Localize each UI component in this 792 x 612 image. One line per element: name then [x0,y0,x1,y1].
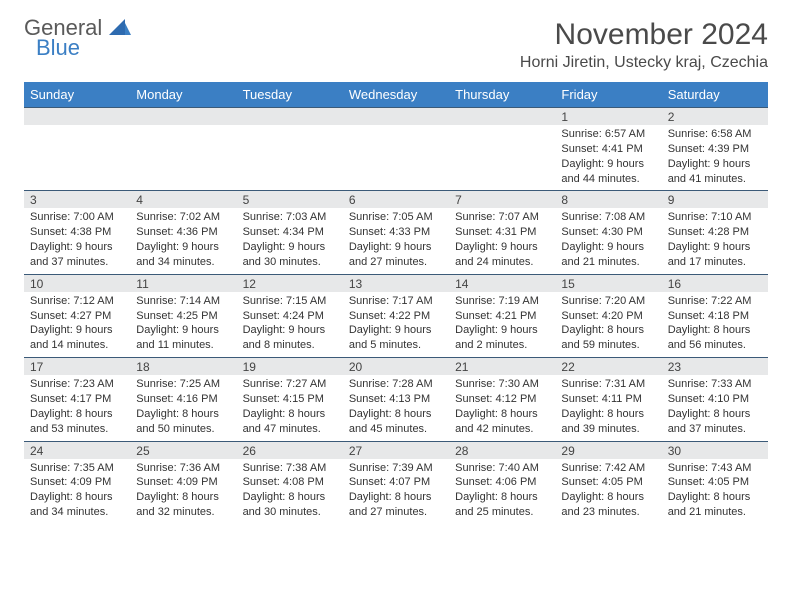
weekday-header: Sunday [24,82,130,108]
info-cell: Sunrise: 7:33 AMSunset: 4:10 PMDaylight:… [662,375,768,441]
info-cell: Sunrise: 7:22 AMSunset: 4:18 PMDaylight:… [662,292,768,358]
date-cell: 17 [24,358,130,376]
date-cell [130,108,236,126]
logo-word-blue: Blue [36,35,80,60]
info-cell: Sunrise: 7:10 AMSunset: 4:28 PMDaylight:… [662,208,768,274]
info-cell: Sunrise: 7:05 AMSunset: 4:33 PMDaylight:… [343,208,449,274]
title-block: November 2024 Horni Jiretin, Ustecky kra… [520,18,768,72]
date-cell: 19 [237,358,343,376]
date-cell: 15 [555,274,661,292]
date-cell: 27 [343,441,449,459]
info-row: Sunrise: 6:57 AMSunset: 4:41 PMDaylight:… [24,125,768,191]
info-cell: Sunrise: 7:19 AMSunset: 4:21 PMDaylight:… [449,292,555,358]
info-cell [343,125,449,191]
info-cell: Sunrise: 7:15 AMSunset: 4:24 PMDaylight:… [237,292,343,358]
triangle-icon [109,19,131,35]
info-cell [130,125,236,191]
info-cell: Sunrise: 7:08 AMSunset: 4:30 PMDaylight:… [555,208,661,274]
weekday-header: Friday [555,82,661,108]
info-cell: Sunrise: 7:02 AMSunset: 4:36 PMDaylight:… [130,208,236,274]
info-cell: Sunrise: 7:00 AMSunset: 4:38 PMDaylight:… [24,208,130,274]
date-row: 24252627282930 [24,441,768,459]
info-cell: Sunrise: 7:38 AMSunset: 4:08 PMDaylight:… [237,459,343,524]
date-cell: 25 [130,441,236,459]
weekday-header: Tuesday [237,82,343,108]
date-cell: 12 [237,274,343,292]
info-cell: Sunrise: 7:14 AMSunset: 4:25 PMDaylight:… [130,292,236,358]
info-cell: Sunrise: 7:25 AMSunset: 4:16 PMDaylight:… [130,375,236,441]
info-cell: Sunrise: 7:39 AMSunset: 4:07 PMDaylight:… [343,459,449,524]
date-cell: 1 [555,108,661,126]
date-cell: 4 [130,191,236,209]
date-cell: 24 [24,441,130,459]
info-cell: Sunrise: 7:17 AMSunset: 4:22 PMDaylight:… [343,292,449,358]
info-cell: Sunrise: 7:43 AMSunset: 4:05 PMDaylight:… [662,459,768,524]
logo-text: General Blue [24,18,131,59]
info-row: Sunrise: 7:00 AMSunset: 4:38 PMDaylight:… [24,208,768,274]
date-cell [343,108,449,126]
weekday-header-row: Sunday Monday Tuesday Wednesday Thursday… [24,82,768,108]
date-cell: 18 [130,358,236,376]
logo: General Blue [24,18,131,59]
info-cell: Sunrise: 7:23 AMSunset: 4:17 PMDaylight:… [24,375,130,441]
date-cell: 21 [449,358,555,376]
date-cell: 5 [237,191,343,209]
info-cell: Sunrise: 7:40 AMSunset: 4:06 PMDaylight:… [449,459,555,524]
date-cell: 10 [24,274,130,292]
info-cell: Sunrise: 7:42 AMSunset: 4:05 PMDaylight:… [555,459,661,524]
info-cell: Sunrise: 7:03 AMSunset: 4:34 PMDaylight:… [237,208,343,274]
weekday-header: Wednesday [343,82,449,108]
header: General Blue November 2024 Horni Jiretin… [24,18,768,72]
date-cell: 11 [130,274,236,292]
date-cell: 29 [555,441,661,459]
date-cell: 23 [662,358,768,376]
date-cell: 3 [24,191,130,209]
date-row: 17181920212223 [24,358,768,376]
info-cell [449,125,555,191]
date-cell: 2 [662,108,768,126]
info-cell: Sunrise: 7:12 AMSunset: 4:27 PMDaylight:… [24,292,130,358]
date-cell: 14 [449,274,555,292]
date-cell: 7 [449,191,555,209]
location-label: Horni Jiretin, Ustecky kraj, Czechia [520,54,768,72]
info-row: Sunrise: 7:35 AMSunset: 4:09 PMDaylight:… [24,459,768,524]
date-row: 12 [24,108,768,126]
page-title: November 2024 [520,18,768,52]
info-cell: Sunrise: 7:31 AMSunset: 4:11 PMDaylight:… [555,375,661,441]
date-cell: 20 [343,358,449,376]
info-row: Sunrise: 7:23 AMSunset: 4:17 PMDaylight:… [24,375,768,441]
date-row: 3456789 [24,191,768,209]
info-cell: Sunrise: 7:30 AMSunset: 4:12 PMDaylight:… [449,375,555,441]
info-cell: Sunrise: 7:35 AMSunset: 4:09 PMDaylight:… [24,459,130,524]
date-cell [24,108,130,126]
info-cell: Sunrise: 6:57 AMSunset: 4:41 PMDaylight:… [555,125,661,191]
date-cell: 6 [343,191,449,209]
date-cell: 26 [237,441,343,459]
weekday-header: Monday [130,82,236,108]
info-row: Sunrise: 7:12 AMSunset: 4:27 PMDaylight:… [24,292,768,358]
weekday-header: Thursday [449,82,555,108]
date-cell: 30 [662,441,768,459]
info-cell: Sunrise: 7:36 AMSunset: 4:09 PMDaylight:… [130,459,236,524]
info-cell [24,125,130,191]
date-cell: 16 [662,274,768,292]
date-cell: 28 [449,441,555,459]
weekday-header: Saturday [662,82,768,108]
info-cell: Sunrise: 7:27 AMSunset: 4:15 PMDaylight:… [237,375,343,441]
info-cell: Sunrise: 7:28 AMSunset: 4:13 PMDaylight:… [343,375,449,441]
info-cell [237,125,343,191]
date-cell: 9 [662,191,768,209]
date-row: 10111213141516 [24,274,768,292]
date-cell: 13 [343,274,449,292]
date-cell [237,108,343,126]
date-cell: 22 [555,358,661,376]
info-cell: Sunrise: 6:58 AMSunset: 4:39 PMDaylight:… [662,125,768,191]
info-cell: Sunrise: 7:20 AMSunset: 4:20 PMDaylight:… [555,292,661,358]
calendar-table: Sunday Monday Tuesday Wednesday Thursday… [24,82,768,524]
info-cell: Sunrise: 7:07 AMSunset: 4:31 PMDaylight:… [449,208,555,274]
date-cell [449,108,555,126]
date-cell: 8 [555,191,661,209]
